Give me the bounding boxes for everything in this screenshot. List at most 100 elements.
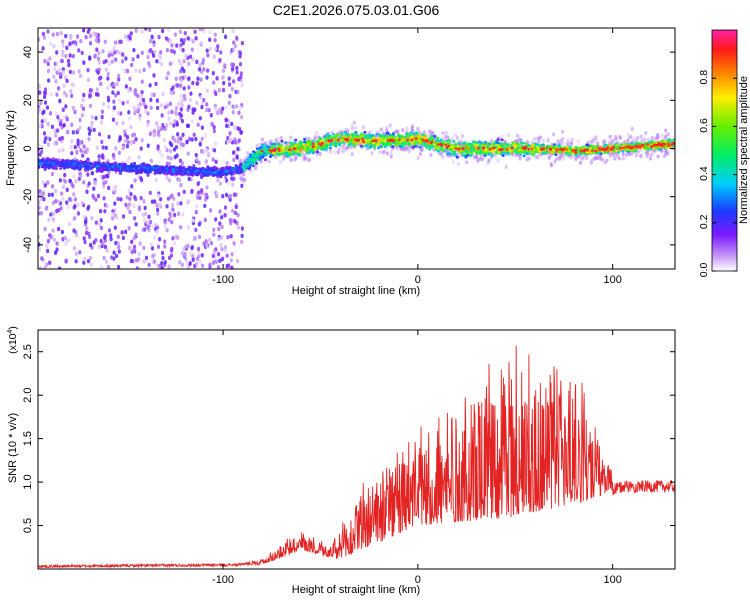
spectrogram-cell [456,162,460,167]
spectrogram-cell [255,162,259,165]
spectrogram-cell [46,238,50,244]
spectrogram-cell [168,140,172,146]
spectrogram-cell [624,142,628,146]
spectrogram-cell [74,259,78,264]
spectrogram-cell [172,49,176,55]
spectrogram-cell [114,57,118,62]
spectrogram-cell [217,226,221,232]
spectrogram-cell [143,109,148,114]
spectrogram-cell [350,123,354,128]
spectrogram-cell [270,142,274,146]
spectrogram-cell [109,236,113,242]
spectrogram-cell [206,53,210,58]
spectrogram-cell [146,54,150,60]
spectrogram-cell [54,188,58,194]
spectrogram-cell [159,126,163,132]
spectrogram-cell [294,138,298,142]
spectrogram-cell [43,118,47,123]
spectrogram-cell [187,176,191,182]
spectrogram-cell [104,58,108,64]
spectrogram-cell [112,99,116,104]
spectrogram-cell [70,82,74,87]
spectrogram-cell [46,248,50,254]
spectrogram-cell [148,131,152,137]
spectrogram-cell [163,219,167,225]
spectrogram-cell [100,109,105,114]
spectrogram-cell [54,111,58,116]
spectrogram-cell [132,235,136,241]
spectrogram-cell [117,244,121,250]
spectrogram-cell [87,94,92,99]
spectrogram-cell [592,156,596,161]
spectrogram-cell [186,225,191,230]
spectrogram-cell [90,171,95,176]
spectrogram-cell [186,243,190,249]
spectrogram-cell [159,103,164,108]
spectrogram-cell [389,154,393,159]
spectrogram-cell [116,241,121,246]
spectrogram-cell [84,230,89,236]
spectrogram-cell [82,214,86,220]
spectrogram-cell [139,146,143,151]
spectrogram-cell [338,136,342,140]
spectrogram-cell [96,56,101,62]
spectrogram-cell [225,161,229,166]
spectrogram-cell [185,123,190,129]
spectrogram-cell [214,107,218,112]
spectrogram-cell [189,91,193,96]
spectrogram-cell [238,126,242,132]
spectrogram-cell [195,59,199,65]
spectrogram-cell [667,138,671,142]
spectrogram-cell [43,266,47,269]
spectrogram-cell [220,247,224,252]
spectrogram-cell [149,219,153,225]
spectrogram-cell [397,133,401,137]
spectrogram-cell [87,131,92,136]
spectrogram-cell [73,40,77,45]
spectrogram-cell [585,156,589,161]
spectrogram-cell [190,188,194,194]
spectrogram-cell [79,140,83,145]
spectrogram-cell [155,59,159,64]
spectrogram-cell [101,155,105,160]
spectrogram-cell [62,83,66,89]
spectrogram-cell [466,153,470,157]
spectrogram-cell [436,136,440,140]
spectrogram-cell [229,258,233,263]
spectrogram-cell [52,44,56,49]
spectrogram-cell [518,156,522,161]
spectrogram-cell [378,150,382,155]
spectrogram-cell [167,217,171,222]
spectrogram-cell [163,239,167,244]
spectrogram-cell [520,141,524,145]
spectrogram-cell [385,125,389,130]
spectrogram-cell [140,50,144,56]
spectrogram-cell [55,70,59,75]
spectrogram-cell [77,69,81,74]
spectrogram-cell [93,181,98,186]
spectrogram-cell [55,31,60,37]
spectrogram-cell [530,140,534,145]
spectrogram-cell [220,235,224,240]
spectrogram-cell [178,260,182,265]
spectrogram-cell [365,143,369,147]
spectrogram-cell [578,160,583,165]
spectrogram-cell [94,237,98,243]
spectrogram-cell [303,137,307,141]
spectrogram-cell [222,80,226,86]
spectrogram-cell [212,124,216,130]
spectrogram-cell [157,202,162,207]
spectrogram-cell [165,147,169,153]
spectrogram-cell [428,148,432,151]
spectrogram-cell [191,80,195,86]
spectrogram-cell [124,229,128,235]
spectrogram-cell [105,161,109,164]
spectrogram-cell [142,101,146,106]
spectrogram-cell [452,140,456,143]
spectrogram-cell [97,154,101,159]
spectrogram-cell [212,80,216,85]
spectrogram-cell [161,28,165,34]
spectrogram-cell [169,90,173,95]
spectrogram-cell [151,253,155,259]
spectrogram-cell [132,139,136,145]
